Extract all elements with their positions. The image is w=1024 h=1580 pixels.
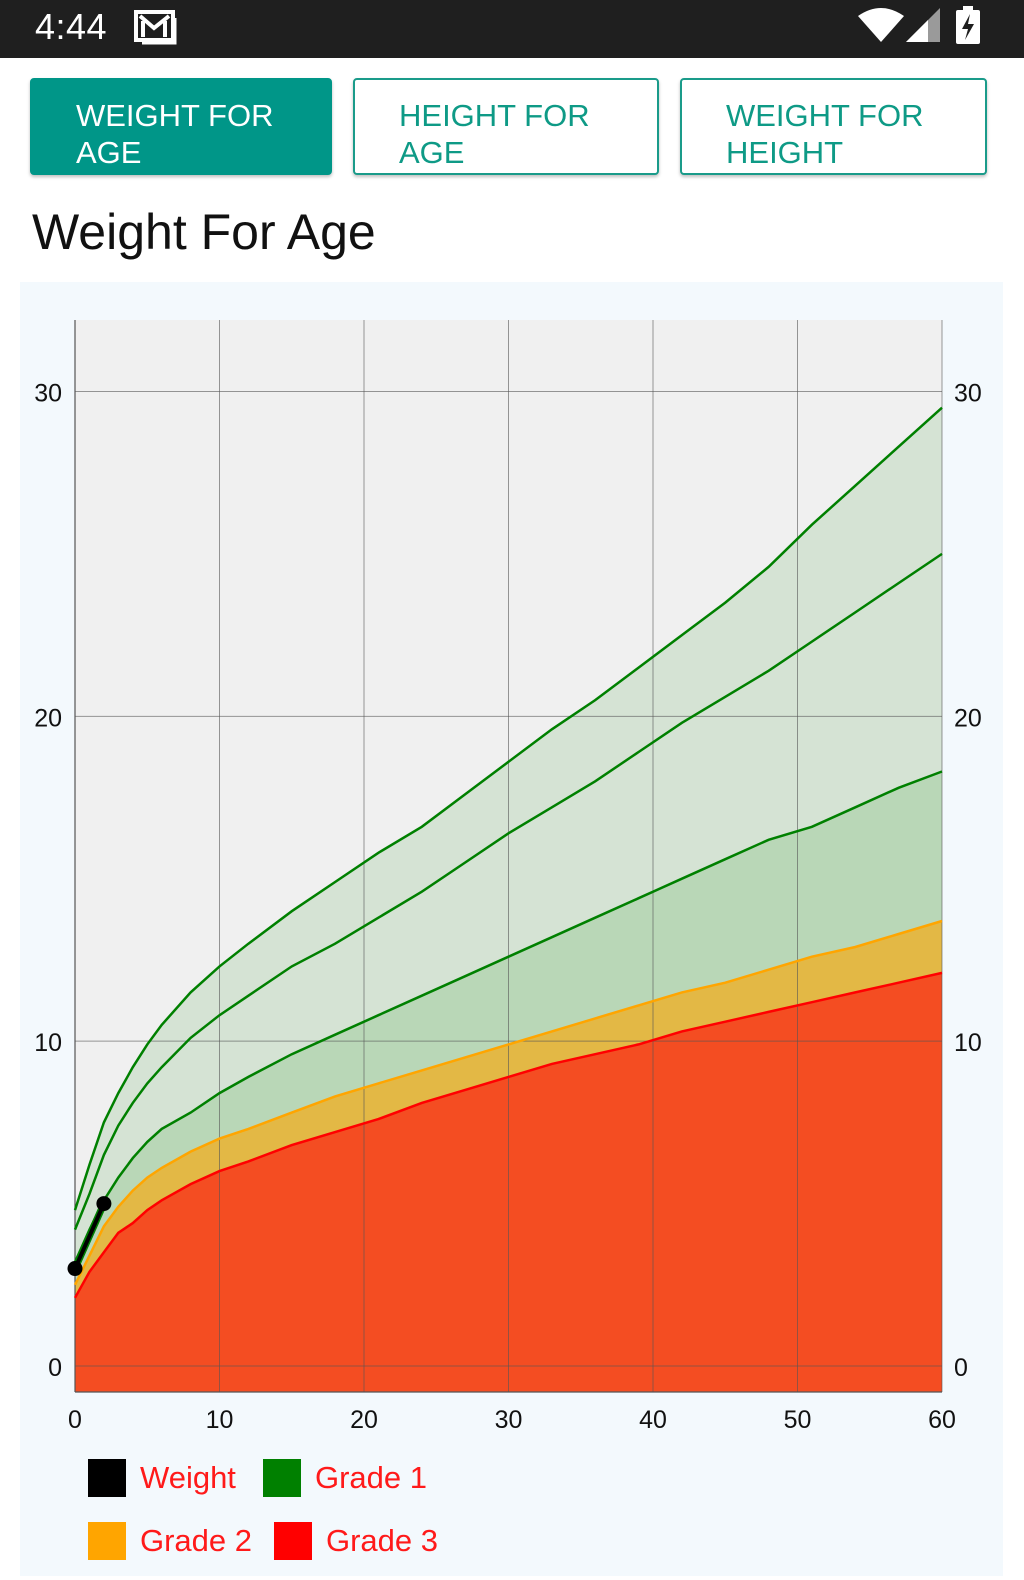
- tab-height-for-age[interactable]: HEIGHT FOR AGE: [353, 78, 659, 175]
- chart-type-tabs: WEIGHT FOR AGE HEIGHT FOR AGE WEIGHT FOR…: [0, 78, 1024, 178]
- tab-weight-for-height[interactable]: WEIGHT FOR HEIGHT: [680, 78, 987, 175]
- battery-charging-icon: [956, 6, 980, 44]
- chart-panel: 0 0 10 10 20 20 30 30 0 10 20 30 40 50 60 Weight Grade …: [20, 282, 1003, 1576]
- legend-swatch: [88, 1459, 126, 1497]
- grade-1-line: [73, 770, 943, 1263]
- weight-point: [67, 1261, 83, 1277]
- page-title: Weight For Age: [32, 204, 376, 260]
- y-tick-label-left: 0: [48, 1354, 62, 1382]
- x-tick-label: 10: [206, 1406, 234, 1434]
- legend-swatch: [88, 1522, 126, 1560]
- grade-1-line: [73, 406, 943, 1211]
- x-tick-label: 20: [350, 1406, 378, 1434]
- y-tick-label-left: 10: [34, 1029, 62, 1057]
- grade-3-line: [73, 971, 943, 1299]
- grade-2-area: [75, 921, 942, 1298]
- x-tick-label: 50: [784, 1406, 812, 1434]
- grade-1-line: [73, 552, 943, 1231]
- gmail-icon: [134, 10, 177, 45]
- y-tick-label-right: 20: [954, 704, 982, 732]
- x-tick-label: 0: [68, 1406, 82, 1434]
- y-tick-label-left: 20: [34, 704, 62, 732]
- y-tick-label-right: 30: [954, 379, 982, 407]
- legend-label: Grade 3: [326, 1523, 439, 1558]
- y-tick-label-right: 10: [954, 1029, 982, 1057]
- legend-label: Grade 2: [140, 1523, 253, 1558]
- x-tick-label: 60: [928, 1406, 956, 1434]
- legend-swatch: [274, 1522, 312, 1560]
- weight-line: [73, 1202, 106, 1270]
- x-tick-label: 30: [495, 1406, 523, 1434]
- legend-swatch: [263, 1459, 301, 1497]
- status-time: 4:44: [35, 6, 108, 47]
- y-tick-label-right: 0: [954, 1354, 968, 1382]
- signal-icon: [906, 8, 940, 42]
- x-tick-label: 40: [639, 1406, 667, 1434]
- legend-label: Weight: [140, 1460, 236, 1495]
- y-tick-label-left: 30: [34, 379, 62, 407]
- tab-weight-for-age[interactable]: WEIGHT FOR AGE: [30, 78, 332, 175]
- weight-point: [96, 1196, 112, 1212]
- grade-2-line: [73, 919, 943, 1286]
- wifi-icon: [858, 8, 904, 42]
- legend-label: Grade 1: [315, 1460, 428, 1495]
- status-bar: 4:44: [0, 0, 1024, 58]
